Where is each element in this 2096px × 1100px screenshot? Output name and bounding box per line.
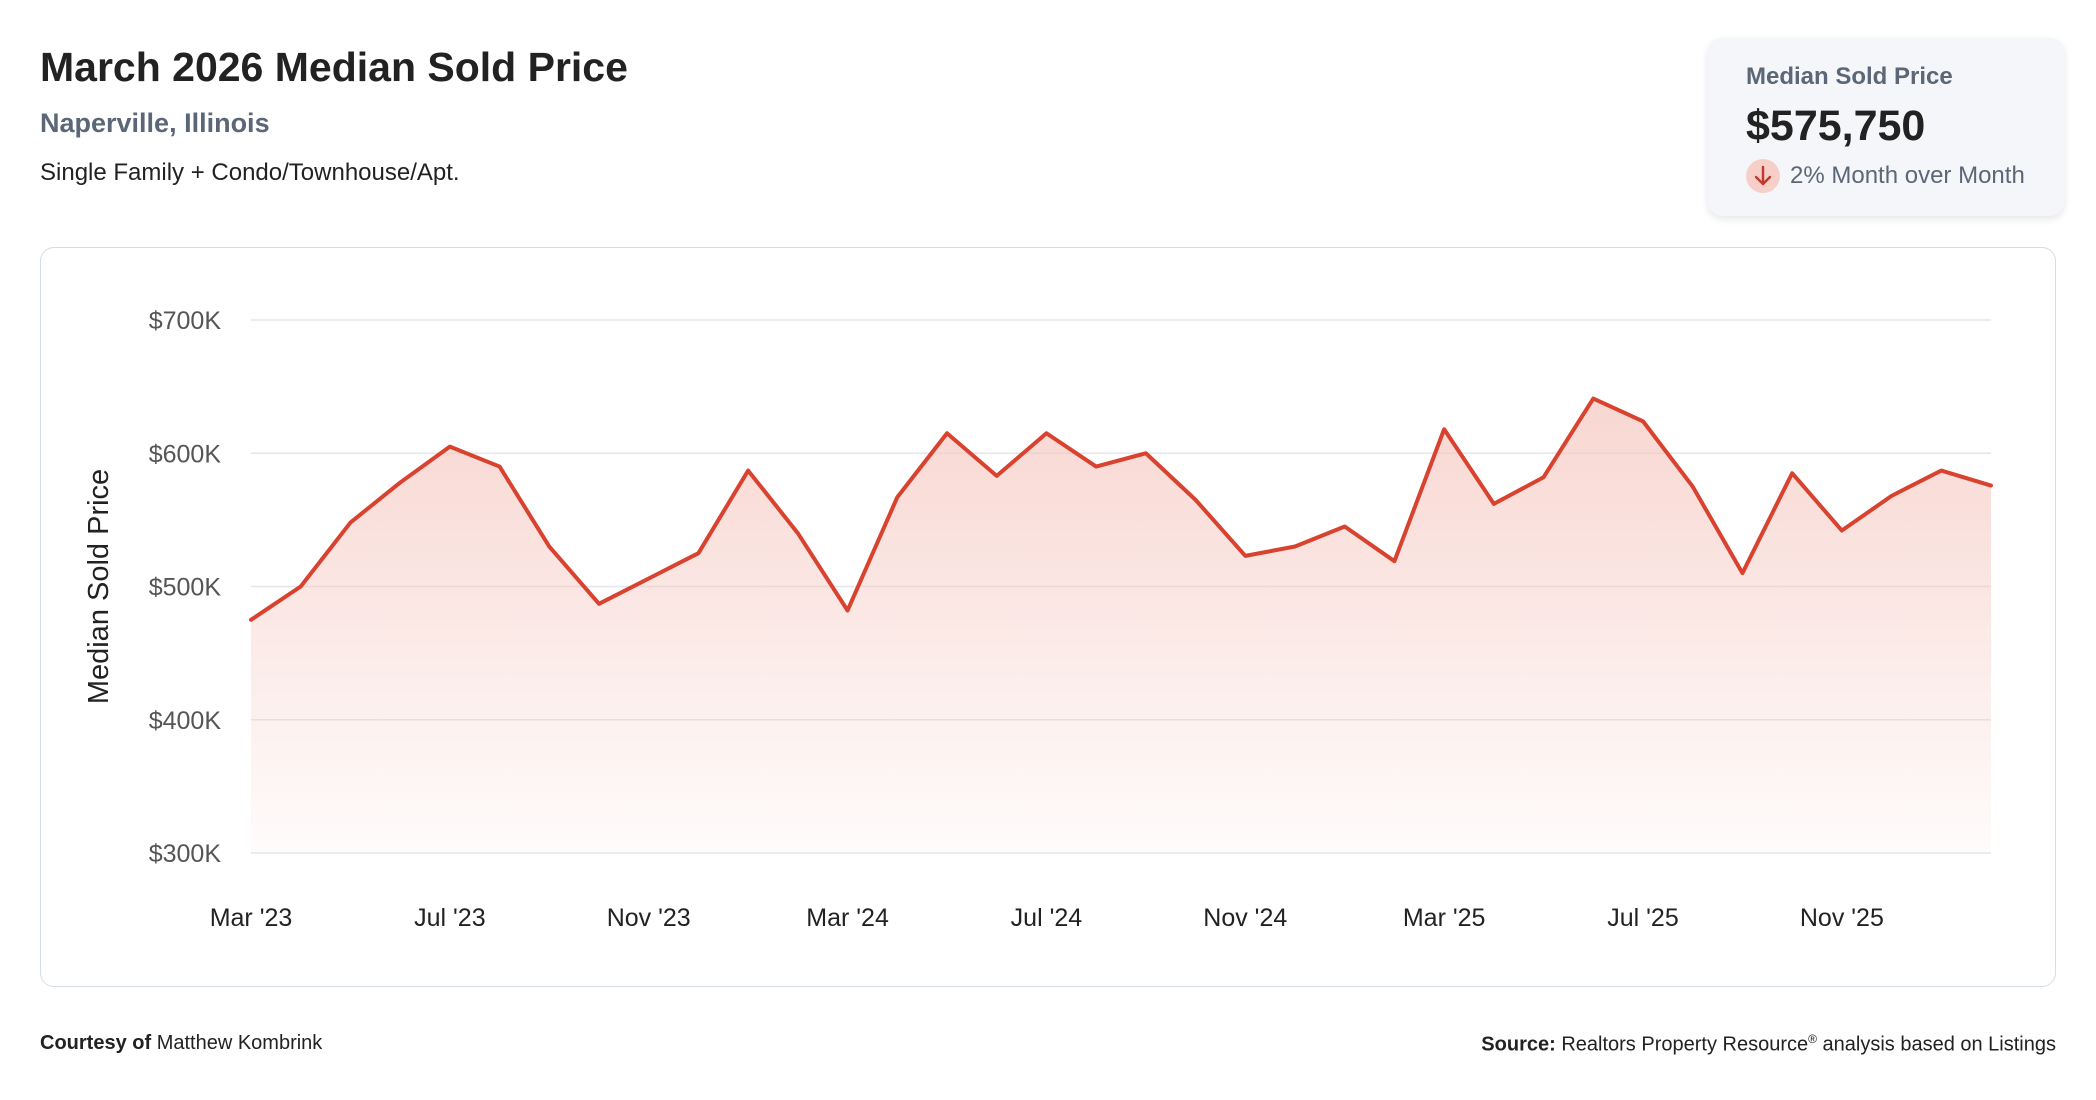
source-footer: Source: Realtors Property Resource® anal… (1481, 1032, 2056, 1057)
data-point (1938, 468, 1944, 474)
data-point (1193, 497, 1199, 503)
data-point (397, 480, 403, 486)
data-point (546, 544, 552, 550)
courtesy-footer: Courtesy of Matthew Kombrink (40, 1032, 322, 1055)
arrow-down-icon (1746, 159, 1780, 193)
data-point (497, 464, 503, 470)
price-series-line (249, 396, 1993, 622)
data-point (347, 520, 353, 526)
x-tick-label: Mar '24 (806, 904, 889, 932)
data-point (1541, 474, 1547, 480)
data-point (1690, 484, 1696, 490)
data-point (596, 601, 602, 607)
data-point (894, 494, 900, 500)
x-tick-label: Nov '25 (1800, 904, 1884, 932)
data-point (1491, 501, 1497, 507)
source-suffix: analysis based on Listings (1816, 1033, 2057, 1056)
x-tick-label: Nov '23 (607, 904, 691, 932)
y-tick-label: $300K (149, 840, 222, 868)
summary-card-label: Median Sold Price (1746, 63, 1953, 90)
registered-mark: ® (1808, 1032, 1817, 1046)
data-point (1093, 464, 1099, 470)
source-text: Realtors Property Resource (1561, 1033, 1809, 1056)
chart-container: $300K $400K $500K $600K $700K Mar '23 Jul '23 N… (40, 247, 2056, 987)
location-subtitle: Naperville, Illinois (40, 108, 270, 138)
x-tick-label: Jul '24 (1011, 904, 1083, 932)
y-tick-label: $500K (149, 574, 222, 602)
data-point (944, 430, 950, 436)
x-tick-label: Nov '24 (1203, 904, 1287, 932)
data-point (1242, 553, 1248, 559)
page-title: March 2026 Median Sold Price (40, 44, 628, 90)
data-point (1143, 450, 1149, 456)
data-point (1739, 570, 1745, 576)
data-point (1043, 430, 1049, 436)
data-point (1988, 483, 1994, 489)
data-point (447, 444, 453, 450)
y-tick-label: $400K (149, 707, 222, 735)
y-axis-label: Median Sold Price (83, 469, 115, 704)
data-point (248, 617, 254, 623)
summary-card-change-text: 2% Month over Month (1790, 162, 2025, 189)
median-price-chart: $300K $400K $500K $600K $700K Mar '23 Jul '23 N… (83, 307, 1994, 932)
data-point (1590, 396, 1596, 402)
data-point (646, 576, 652, 582)
x-tick-label: Mar '25 (1403, 904, 1486, 932)
source-label: Source: (1481, 1033, 1556, 1056)
data-point (1342, 524, 1348, 530)
y-tick-label: $700K (149, 307, 222, 335)
data-point (1640, 418, 1646, 424)
data-point (695, 550, 701, 556)
data-point (845, 607, 851, 613)
courtesy-name: Matthew Kombrink (156, 1032, 323, 1054)
data-point (1292, 544, 1298, 550)
data-point (994, 473, 1000, 479)
data-point (1789, 470, 1795, 476)
data-point (298, 584, 304, 590)
data-point (795, 530, 801, 536)
data-point (1441, 426, 1447, 432)
x-tick-label: Jul '25 (1607, 904, 1678, 932)
x-tick-label: Jul '23 (414, 904, 485, 932)
summary-card-change: 2% Month over Month (1746, 159, 2025, 193)
y-tick-label: $600K (149, 440, 222, 468)
summary-card: Median Sold Price $575,750 2% Month over… (1708, 38, 2064, 216)
data-point (1391, 558, 1397, 564)
x-tick-label: Mar '23 (210, 904, 293, 932)
property-types-label: Single Family + Condo/Townhouse/Apt. (40, 159, 460, 186)
data-point (1889, 493, 1895, 499)
summary-card-value: $575,750 (1746, 102, 1926, 150)
data-point (1839, 528, 1845, 534)
courtesy-label: Courtesy of (40, 1032, 152, 1054)
data-point (745, 468, 751, 474)
price-area-fill (251, 398, 1991, 853)
